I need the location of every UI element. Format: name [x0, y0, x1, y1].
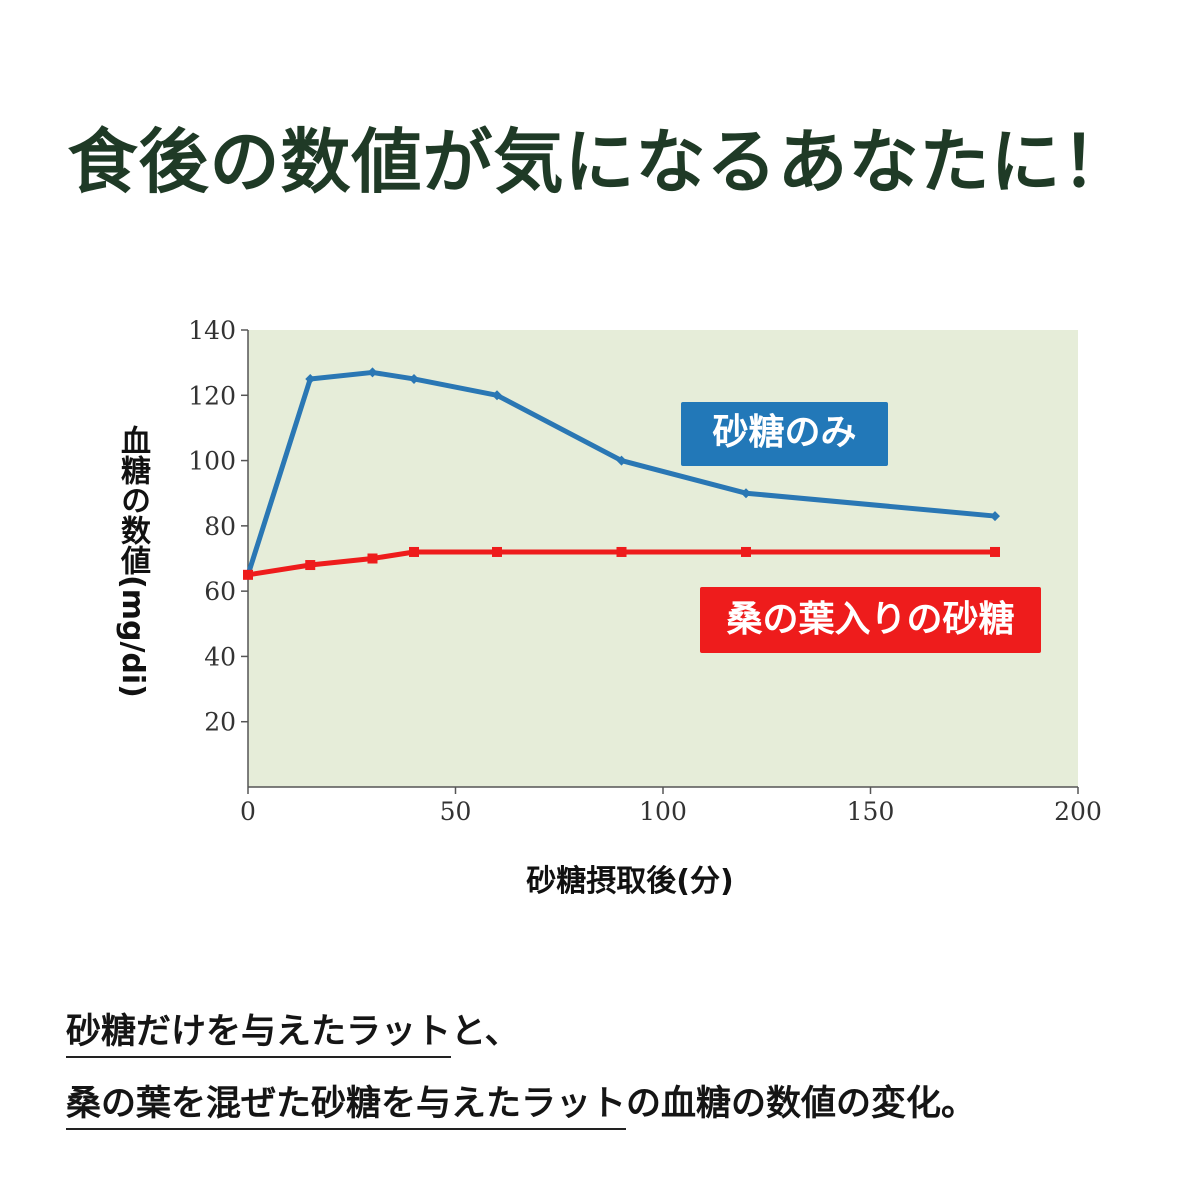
data-point-1	[492, 546, 502, 557]
y-axis-label: 血糖の数値(mg/di)	[115, 425, 150, 698]
data-point-0	[409, 373, 419, 384]
chart-ticks: 20 40 60 80 100 120 140 0 50 100 150 200	[188, 316, 1102, 826]
x-tick-label: 50	[440, 797, 472, 826]
data-point-1	[616, 546, 627, 557]
y-tick-label: 40	[204, 642, 236, 671]
x-axis-label: 砂糖摂取後(分)	[526, 864, 734, 899]
x-tick-label: 150	[847, 797, 895, 826]
data-point-0	[492, 390, 502, 401]
x-tick-label: 0	[240, 797, 256, 826]
data-point-0	[367, 367, 378, 378]
caption-line-1: 砂糖だけを与えたラットと、	[66, 1007, 520, 1058]
caption-line-1-rest: と、	[451, 1012, 520, 1052]
x-tick-label: 200	[1054, 797, 1102, 826]
series-line-1	[247, 549, 995, 578]
data-point-1	[990, 546, 1000, 557]
data-point-0	[990, 511, 1000, 522]
y-tick-label: 20	[204, 708, 236, 737]
y-tick-label: 120	[188, 381, 236, 410]
series-line-0	[245, 369, 996, 576]
y-tick-label: 80	[204, 512, 236, 541]
data-point-1	[741, 546, 751, 557]
caption-line-2-rest: の血糖の数値の変化。	[626, 1084, 977, 1124]
page-headline: 食後の数値が気になるあなたに！	[67, 121, 1133, 203]
data-point-1	[243, 569, 253, 580]
x-tick-label: 100	[639, 797, 687, 826]
caption-line-1-underlined: 砂糖だけを与えたラット	[66, 1012, 452, 1058]
data-point-0	[616, 455, 627, 466]
chart-series	[243, 367, 1000, 580]
caption-line-2: 桑の葉を混ぜた砂糖を与えたラットの血糖の数値の変化。	[66, 1079, 977, 1130]
series-label-sugar-only: 砂糖のみ	[681, 402, 888, 466]
series-label-mulberry-sugar: 桑の葉入りの砂糖	[700, 587, 1041, 653]
data-point-1	[409, 546, 419, 557]
y-tick-label: 60	[204, 577, 236, 606]
data-point-0	[305, 373, 316, 384]
y-tick-label: 100	[188, 447, 236, 476]
data-point-0	[741, 488, 751, 499]
data-point-1	[367, 553, 378, 564]
y-tick-label: 140	[188, 316, 236, 345]
data-point-1	[305, 560, 316, 571]
caption-line-2-underlined: 桑の葉を混ぜた砂糖を与えたラット	[66, 1084, 627, 1130]
